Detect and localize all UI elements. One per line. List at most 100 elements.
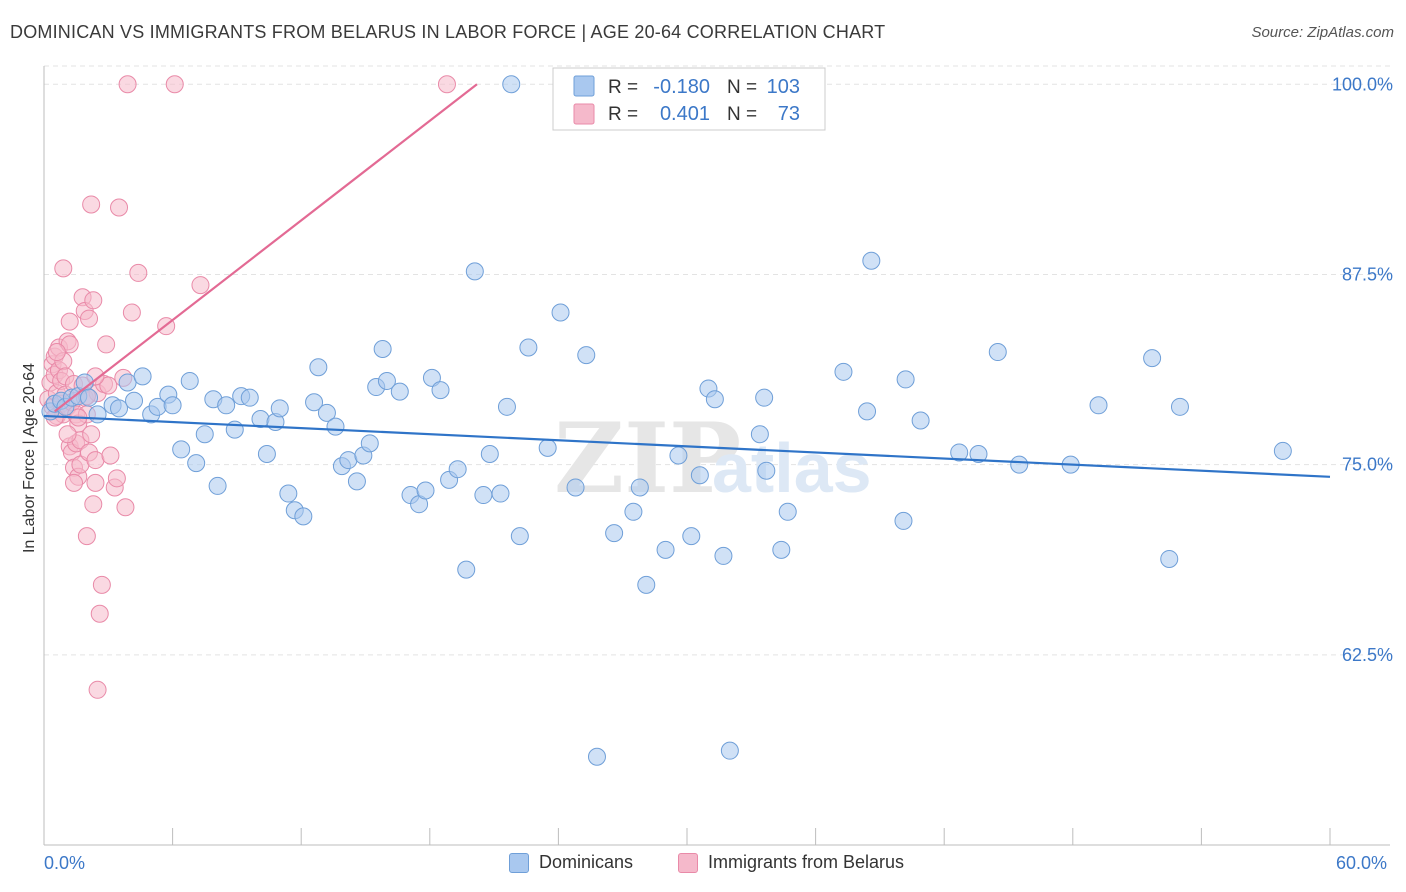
gridlines [44,65,1390,656]
dominicans-point-98 [1143,349,1162,368]
dominicans-point-90 [896,370,915,389]
legend-box: R = -0.180 N = 103 R = 0.401 N = 73 [552,67,826,131]
dominicans-trend-line [43,414,1331,478]
watermark-zip: ZIP [554,402,741,515]
belarus-point-64 [54,259,73,278]
dominicans-point-74 [669,446,688,465]
y-tick-label-1: 87.5% [1342,264,1393,284]
belarus-point-39 [82,425,101,444]
legend-n-value-2: 73 [778,103,800,125]
dominicans-point-8 [88,405,107,424]
legend-r-value-1: -0.180 [653,76,710,98]
belarus-point-43 [86,451,105,470]
legend-swatch-belarus [573,103,595,125]
belarus-point-54 [110,198,129,217]
dominicans-point-47 [390,382,409,401]
belarus-point-71 [58,425,77,444]
legend-label-belarus: Immigrants from Belarus [708,852,905,872]
trend-lines [43,83,1331,478]
legend-swatch-dominicans-bottom [509,852,529,873]
belarus-point-50 [99,376,118,395]
legend-swatch-dominicans [573,75,595,97]
belarus-point-58 [122,303,141,322]
belarus-point-40 [84,291,103,310]
dominicans-point-64 [538,438,557,457]
dominicans-point-13 [133,367,152,386]
axes [43,66,1390,846]
belarus-point-46 [90,604,109,623]
dominicans-point-69 [605,524,624,543]
dominicans-point-35 [305,393,324,412]
dominicans-point-60 [497,397,516,416]
legend-swatch-belarus-bottom [678,852,698,873]
x-tick-label-max: 60.0% [1336,853,1388,873]
dominicans-point-19 [180,371,199,390]
dominicans-point-62 [510,527,529,546]
dominicans-point-76 [690,466,709,485]
belarus-point-53 [107,469,126,488]
dominicans-point-72 [637,575,656,594]
dominicans-point-20 [187,454,206,473]
belarus-point-62 [191,276,210,295]
belarus-point-56 [116,498,135,517]
belarus-trend-line [54,83,478,413]
x-tick-label-min: 0.0% [44,853,86,873]
belarus-point-47 [92,575,111,594]
dominicans-point-91 [911,411,930,430]
dominicans-point-63 [519,338,538,357]
dominicans-point-51 [422,368,441,387]
dominicans-point-34 [294,507,313,526]
belarus-point-49 [97,335,116,354]
dominicans-point-7 [80,388,99,407]
bottom-legend: Dominicans Immigrants from Belarus [0,852,1406,878]
dominicans-point-87 [858,402,877,421]
dominicans-point-38 [326,417,345,436]
legend-n-label-1: N = [727,77,757,98]
dominicans-point-70 [624,502,643,521]
dominicans-point-41 [347,472,366,491]
belarus-point-72 [65,473,84,492]
dominicans-point-32 [279,484,298,503]
legend-n-value-1: 103 [767,76,800,98]
legend-r-label-1: R = [608,77,638,98]
belarus-point-57 [118,75,137,94]
dominicans-point-67 [577,346,596,365]
dominicans-point-71 [630,478,649,497]
dominicans-point-59 [491,484,510,503]
dominicans-point-52 [431,381,450,400]
dominicans-point-50 [416,481,435,500]
dominicans-point-94 [988,343,1007,362]
belarus-point-37 [80,309,99,328]
dominicans-point-46 [377,371,396,390]
watermark: ZIP atlas [554,402,872,515]
dominicans-point-86 [834,362,853,381]
belarus-point-19 [60,312,79,331]
belarus-point-63 [437,75,456,94]
dominicans-point-89 [894,511,913,530]
dominicans-point-99 [1160,549,1179,568]
dominicans-point-58 [480,444,499,463]
dominicans-point-88 [862,251,881,270]
dominicans-point-23 [208,476,227,495]
dominicans-point-18 [172,440,191,459]
dominicans-point-21 [195,425,214,444]
dominicans-point-36 [309,358,328,377]
dominicans-point-61 [502,75,521,94]
source-label: Source: ZipAtlas.com [1251,24,1394,41]
dominicans-point-73 [656,540,675,559]
dominicans-point-40 [339,451,358,470]
dominicans-point-80 [720,741,739,760]
dominicans-point-93 [969,444,988,463]
legend-r-value-2: 0.401 [660,103,710,125]
series-dominicans-points [41,75,1292,766]
dominicans-point-92 [950,443,969,462]
dominicans-point-95 [1010,455,1029,474]
belarus-point-38 [82,195,101,214]
dominicans-point-12 [125,391,144,410]
legend-item-belarus: Immigrants from Belarus [678,852,904,873]
dominicans-point-78 [705,390,724,409]
dominicans-point-17 [163,396,182,415]
dominicans-point-24 [217,396,236,415]
dominicans-point-29 [257,444,276,463]
dominicans-point-68 [587,747,606,766]
